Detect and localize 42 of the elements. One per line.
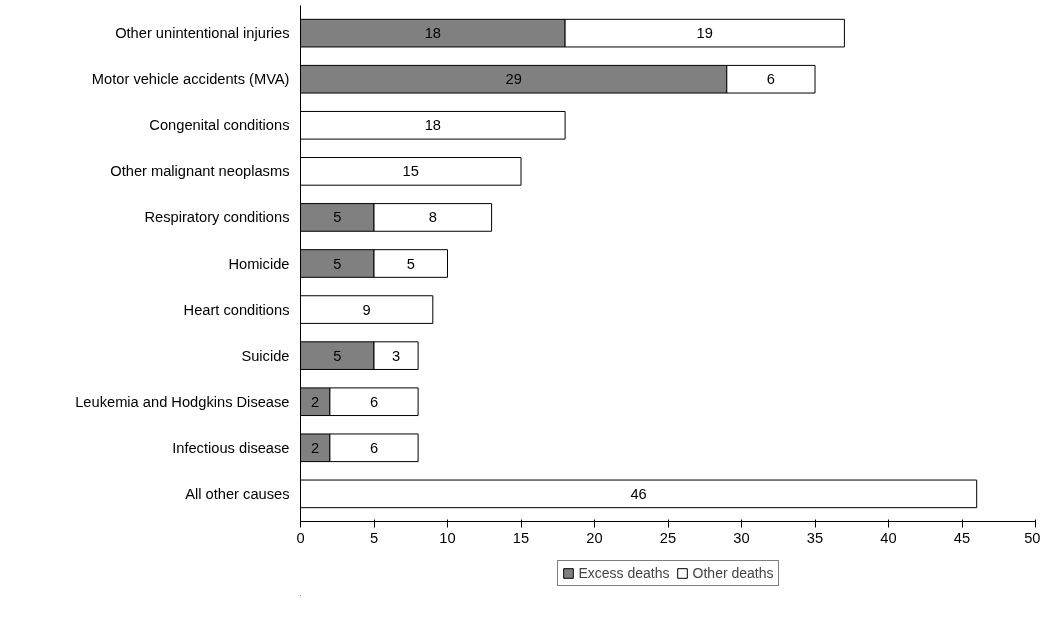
x-tick-label: 25 <box>659 529 677 546</box>
data-label: 18 <box>424 25 441 42</box>
data-label: 2 <box>311 439 320 456</box>
y-tick-label: Respiratory conditions <box>144 209 290 226</box>
data-label: 2 <box>311 393 320 410</box>
x-tick-label: 0 <box>296 529 305 546</box>
x-tick-label: 10 <box>439 529 456 546</box>
x-tick-label: 45 <box>953 529 971 546</box>
data-label: 6 <box>766 71 775 88</box>
y-tick-label: Infectious disease <box>172 439 290 456</box>
data-label: 5 <box>333 347 342 364</box>
data-label: 18 <box>424 117 441 134</box>
data-label: 19 <box>696 25 713 42</box>
y-tick-label: Other malignant neoplasms <box>110 163 290 180</box>
data-label: 5 <box>333 209 342 226</box>
y-tick-label: Heart conditions <box>183 301 290 318</box>
x-tick-label: 5 <box>369 529 379 546</box>
data-label: 9 <box>362 301 371 318</box>
x-tick-label: 50 <box>1024 529 1041 546</box>
data-label: 3 <box>391 347 401 364</box>
data-label: 6 <box>369 393 379 410</box>
data-label: 15 <box>402 163 419 180</box>
x-tick-label: 15 <box>512 529 530 546</box>
data-label: 46 <box>630 485 647 502</box>
x-tick-label: 30 <box>733 529 750 546</box>
x-tick-label: 35 <box>806 529 824 546</box>
x-tick-label: 40 <box>880 529 897 546</box>
data-label: 29 <box>505 71 522 88</box>
y-tick-label: Leukemia and Hodgkins Disease <box>75 393 290 410</box>
y-tick-label: Other unintentional injuries <box>115 25 290 42</box>
legend-label: Other deaths <box>692 564 774 581</box>
legend-label: Excess deaths <box>578 564 670 581</box>
data-label: 5 <box>406 255 415 272</box>
x-tick-label: 20 <box>586 529 603 546</box>
data-label: 8 <box>428 209 437 226</box>
y-tick-label: Homicide <box>228 255 290 272</box>
y-tick-label: Motor vehicle accidents (MVA) <box>91 71 290 88</box>
y-tick-label: Suicide <box>241 347 290 364</box>
data-label: 6 <box>369 439 379 456</box>
y-tick-label: All other causes <box>185 485 290 502</box>
data-label: 5 <box>333 255 342 272</box>
y-tick-label: Congenital conditions <box>149 117 290 134</box>
